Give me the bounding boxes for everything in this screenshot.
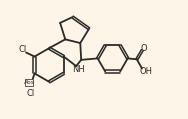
FancyBboxPatch shape [25,79,33,86]
Text: Cl: Cl [26,89,35,98]
Text: OH: OH [139,67,152,76]
Text: O: O [141,44,147,53]
Text: Cl: Cl [19,45,27,54]
Text: NH: NH [72,65,84,74]
Text: Abs: Abs [24,80,35,85]
